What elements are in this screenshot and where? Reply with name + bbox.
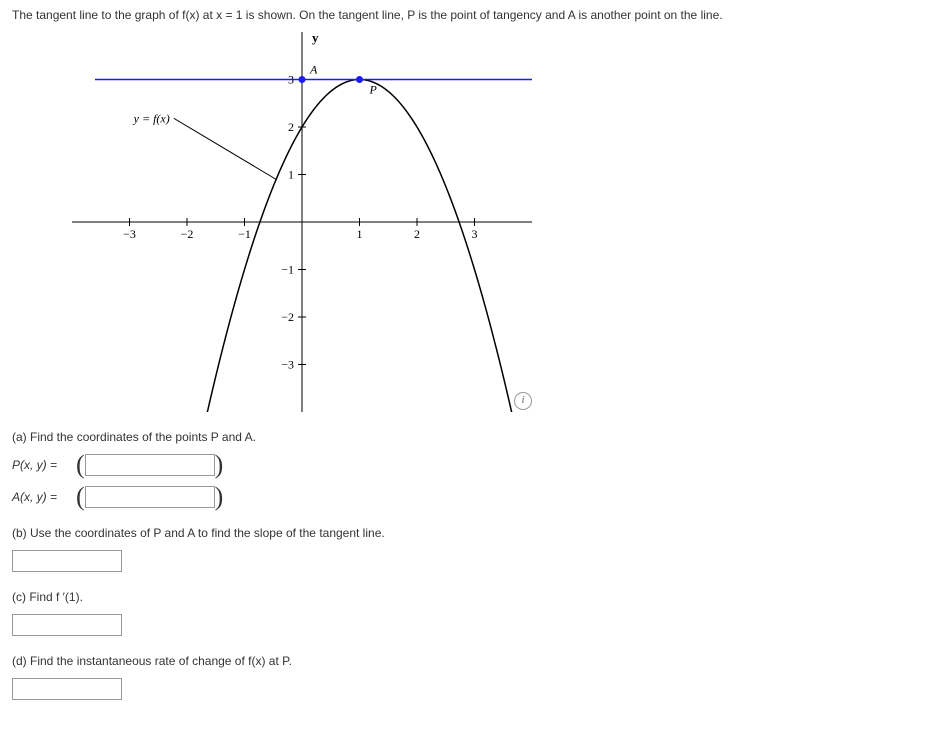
part-a: (a) Find the coordinates of the points P… (12, 430, 913, 508)
part-c-text: (c) Find f ′(1). (12, 590, 913, 604)
part-b-text: (b) Use the coordinates of P and A to fi… (12, 526, 913, 540)
slope-input[interactable] (12, 550, 122, 572)
svg-text:y: y (312, 32, 319, 45)
svg-text:−2: −2 (181, 227, 194, 241)
p-coord-row: P(x, y) = ( ) (12, 454, 913, 476)
svg-text:y = f(x): y = f(x) (133, 111, 170, 125)
graph-container: −3−2−1123−3−2−1123xyy = f(x)PA i (72, 32, 532, 412)
svg-text:−1: −1 (238, 227, 251, 241)
question-intro: The tangent line to the graph of f(x) at… (12, 8, 913, 22)
p-lhs: P(x, y) = (12, 458, 72, 472)
a-coord-row: A(x, y) = ( ) (12, 486, 913, 508)
graph-svg: −3−2−1123−3−2−1123xyy = f(x)PA (72, 32, 532, 412)
part-b: (b) Use the coordinates of P and A to fi… (12, 526, 913, 572)
p-coord-input[interactable] (85, 454, 215, 476)
svg-text:3: 3 (472, 227, 478, 241)
svg-text:2: 2 (414, 227, 420, 241)
part-c: (c) Find f ′(1). (12, 590, 913, 636)
svg-text:−1: −1 (281, 263, 294, 277)
a-lhs: A(x, y) = (12, 490, 72, 504)
svg-text:A: A (309, 63, 318, 77)
svg-text:−3: −3 (281, 358, 294, 372)
fprime-input[interactable] (12, 614, 122, 636)
info-icon[interactable]: i (514, 392, 532, 410)
rate-input[interactable] (12, 678, 122, 700)
part-d: (d) Find the instantaneous rate of chang… (12, 654, 913, 700)
svg-text:−3: −3 (123, 227, 136, 241)
svg-text:−2: −2 (281, 310, 294, 324)
svg-text:1: 1 (288, 168, 294, 182)
a-coord-input[interactable] (85, 486, 215, 508)
part-a-text: (a) Find the coordinates of the points P… (12, 430, 913, 444)
part-d-text: (d) Find the instantaneous rate of chang… (12, 654, 913, 668)
svg-text:1: 1 (357, 227, 363, 241)
svg-text:P: P (369, 83, 378, 97)
svg-text:2: 2 (288, 120, 294, 134)
